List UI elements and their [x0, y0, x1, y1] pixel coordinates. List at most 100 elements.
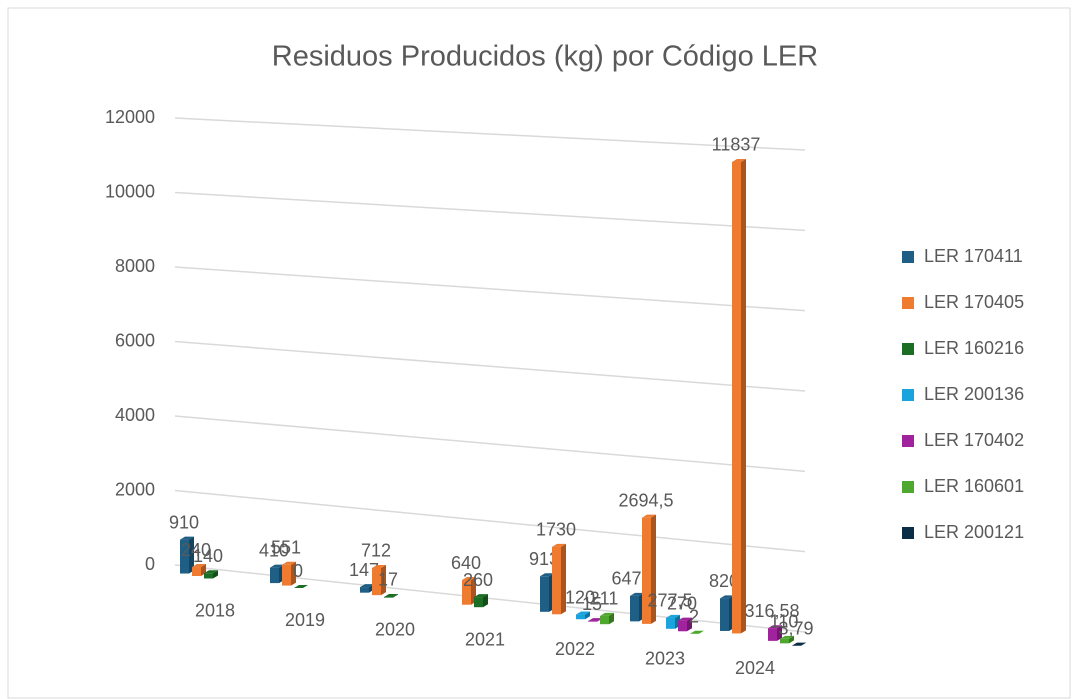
- bar-top: [474, 594, 488, 598]
- bar-top: [180, 536, 194, 540]
- bar-side: [699, 630, 704, 634]
- data-label: 712: [361, 541, 391, 561]
- bar: [678, 620, 687, 632]
- data-label: 120: [565, 587, 595, 607]
- bar-top: [204, 570, 218, 574]
- bar: [780, 638, 789, 644]
- bar: [768, 628, 777, 641]
- bar-side: [561, 543, 566, 615]
- x-tick-label: 2021: [465, 629, 505, 649]
- x-tick-label: 2022: [555, 639, 595, 659]
- chart-area: [7, 7, 1071, 699]
- bar-side: [381, 564, 386, 596]
- bar: [474, 597, 483, 608]
- data-label: 277,5: [647, 591, 692, 611]
- data-label: 820: [709, 571, 739, 591]
- data-label: 2694,5: [618, 490, 673, 510]
- grid-line: [174, 266, 806, 312]
- data-label: 2: [689, 606, 699, 626]
- bar: [642, 517, 651, 624]
- bar-top: [360, 584, 374, 588]
- data-label: 0: [293, 561, 303, 581]
- legend-swatch: [902, 527, 914, 539]
- bar-top: [720, 595, 734, 599]
- legend-label: LER 170405: [924, 292, 1024, 312]
- grid-line: [174, 191, 806, 232]
- data-label: 910: [169, 512, 199, 532]
- bar: [540, 576, 549, 612]
- bar-top: [630, 592, 644, 596]
- bar-side: [291, 561, 296, 586]
- grid-line: [174, 340, 806, 392]
- x-tick-label: 2020: [375, 620, 415, 640]
- bar-top: [792, 642, 806, 646]
- bar-top: [192, 564, 206, 568]
- data-label: 211: [590, 589, 619, 609]
- bar-side: [189, 536, 194, 574]
- y-tick-label: 8000: [115, 256, 155, 276]
- bar-top: [576, 611, 590, 615]
- bar: [360, 587, 369, 593]
- bar-top: [282, 561, 296, 565]
- legend-swatch: [902, 435, 914, 447]
- bar-side: [801, 642, 806, 646]
- grid-line: [174, 489, 806, 553]
- y-tick-label: 2000: [115, 479, 155, 499]
- bar-top: [552, 543, 566, 547]
- bar-side: [687, 617, 692, 632]
- bar: [552, 546, 561, 615]
- bar: [180, 539, 189, 574]
- data-label: 15: [582, 594, 602, 614]
- grid-line: [174, 117, 806, 151]
- y-tick-label: 4000: [115, 405, 155, 425]
- legend-swatch: [902, 343, 914, 355]
- bar: [600, 615, 609, 625]
- bar-top: [678, 617, 692, 621]
- bar: [666, 617, 675, 629]
- bar-top: [540, 573, 554, 577]
- bar-side: [777, 625, 782, 641]
- bar: [270, 567, 279, 584]
- bar-top: [384, 593, 398, 597]
- bar-top: [690, 630, 704, 634]
- bar: [462, 580, 471, 605]
- data-label: 260: [463, 570, 493, 590]
- legend-label: LER 170411: [924, 246, 1023, 266]
- bar-top: [462, 577, 476, 581]
- data-label: 17: [378, 570, 398, 590]
- bar-top: [732, 158, 746, 162]
- bar: [732, 161, 741, 634]
- data-label: 410: [259, 540, 289, 560]
- data-label: 1730: [536, 520, 576, 540]
- data-label: 551: [271, 538, 301, 558]
- data-label: 11837: [712, 135, 761, 155]
- bar-side: [609, 612, 614, 625]
- bar-top: [780, 635, 794, 639]
- bar-side: [213, 570, 218, 579]
- bar: [576, 614, 585, 620]
- legend-swatch: [902, 297, 914, 309]
- data-label: 316,58: [744, 601, 799, 621]
- bar: [384, 596, 393, 598]
- legend-swatch: [902, 389, 914, 401]
- bar-top: [294, 585, 308, 589]
- data-label: 270: [667, 593, 697, 613]
- bar-side: [393, 593, 398, 598]
- bar-top: [270, 564, 284, 568]
- grid-line: [174, 415, 806, 473]
- x-tick-label: 2018: [195, 601, 235, 621]
- data-label: 913: [529, 549, 559, 569]
- y-tick-label: 0: [145, 554, 155, 574]
- legend-label: LER 160216: [924, 338, 1024, 358]
- bar-top: [768, 625, 782, 629]
- legend-label: LER 170402: [924, 430, 1024, 450]
- data-label: 3,79: [778, 618, 813, 638]
- x-tick-label: 2024: [735, 658, 775, 678]
- bar: [720, 598, 729, 631]
- y-tick-label: 12000: [105, 107, 155, 127]
- data-label: 147: [349, 560, 379, 580]
- bar-top: [600, 612, 614, 616]
- bar-top: [642, 514, 656, 518]
- legend-swatch: [902, 481, 914, 493]
